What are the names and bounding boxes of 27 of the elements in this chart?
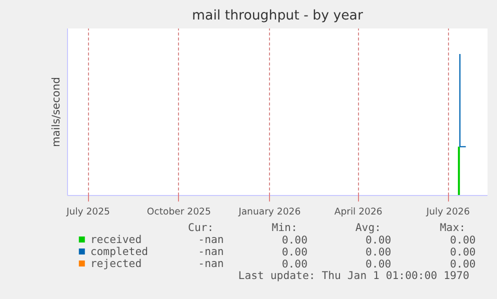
text: Avg:: [355, 221, 382, 234]
text: Last update: Thu Jan 1 01:00:00 1970: [238, 269, 470, 282]
legend-label: rejected: [90, 257, 142, 270]
text: 0.00: [450, 258, 476, 270]
text: 0.00: [282, 258, 308, 270]
legend-label: completed: [90, 245, 148, 258]
chart-title: mail throughput - by year: [192, 8, 364, 24]
x-tick-label: April 2026: [334, 206, 382, 218]
text: 0.00: [450, 246, 476, 258]
text: 0.00: [282, 234, 308, 246]
x-tick-label: October 2025: [146, 206, 211, 218]
text: 0.00: [450, 234, 476, 246]
y-axis-title: mails/second: [50, 77, 62, 147]
text: 0.00: [366, 258, 392, 270]
text: Cur:: [188, 221, 214, 234]
x-tick-label: July 2026: [425, 206, 470, 218]
text: Max:: [440, 221, 466, 234]
text: -nan: [198, 257, 224, 270]
text: 0.00: [366, 246, 392, 258]
x-tick-label: July 2025: [65, 206, 110, 218]
text: 0.00: [366, 234, 392, 246]
legend-label: received: [90, 233, 142, 246]
text: Min:: [272, 221, 298, 234]
text: -nan: [198, 233, 224, 246]
text: -nan: [198, 245, 224, 258]
x-tick-label: January 2026: [238, 206, 301, 218]
text: 0.00: [282, 246, 308, 258]
